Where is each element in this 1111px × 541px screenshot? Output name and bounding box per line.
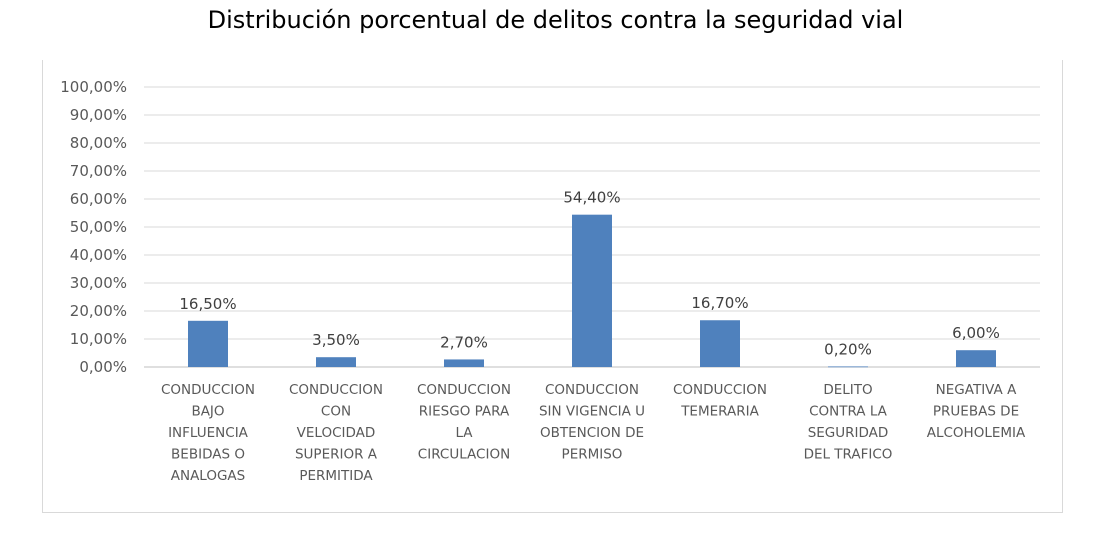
category-label: ALCOHOLEMIA — [927, 425, 1026, 441]
category-label: CONDUCCION — [161, 382, 255, 398]
y-tick-label: 50,00% — [70, 218, 127, 236]
data-label: 16,70% — [691, 294, 748, 312]
y-tick-label: 90,00% — [70, 106, 127, 124]
category-label: BAJO — [191, 404, 224, 420]
category-label: CONDUCCION — [289, 382, 383, 398]
y-tick-label: 40,00% — [70, 246, 127, 264]
bar — [188, 320, 228, 367]
category-label: PRUEBAS DE — [933, 404, 1019, 420]
category-label: PERMISO — [562, 447, 623, 463]
data-label: 16,50% — [179, 295, 236, 313]
y-tick-label: 60,00% — [70, 190, 127, 208]
category-label: CON — [321, 404, 351, 420]
category-label: DEL TRAFICO — [804, 447, 893, 463]
bar — [828, 366, 868, 368]
category-label: CONDUCCION — [417, 382, 511, 398]
y-tick-label: 0,00% — [79, 358, 127, 376]
category-label: CONDUCCION — [673, 382, 767, 398]
bar — [572, 214, 612, 367]
bar — [700, 320, 740, 367]
chart-frame — [42, 60, 1063, 513]
category-label: SEGURIDAD — [808, 425, 889, 441]
data-label: 2,70% — [440, 333, 488, 351]
category-label: RIESGO PARA — [419, 404, 510, 420]
data-label: 0,20% — [824, 340, 872, 358]
category-label: SIN VIGENCIA U — [539, 404, 645, 420]
category-label: ANALOGAS — [171, 468, 246, 484]
category-label: DELITO — [823, 382, 872, 398]
y-tick-label: 20,00% — [70, 302, 127, 320]
category-label: VELOCIDAD — [297, 425, 376, 441]
category-label: CONTRA LA — [809, 404, 888, 420]
y-tick-label: 10,00% — [70, 330, 127, 348]
bar — [444, 359, 484, 367]
category-label: PERMITIDA — [299, 468, 373, 484]
category-label: LA — [455, 425, 473, 441]
category-label: BEBIDAS O — [171, 447, 245, 463]
data-label: 3,50% — [312, 331, 360, 349]
data-label: 6,00% — [952, 324, 1000, 342]
category-label: INFLUENCIA — [168, 425, 249, 441]
data-label: 54,40% — [563, 189, 620, 207]
category-label: NEGATIVA A — [936, 382, 1017, 398]
y-tick-label: 80,00% — [70, 134, 127, 152]
category-label: CIRCULACION — [418, 447, 510, 463]
category-label: SUPERIOR A — [295, 447, 378, 463]
chart-title: Distribución porcentual de delitos contr… — [207, 6, 904, 34]
bar — [956, 350, 996, 367]
category-label: CONDUCCION — [545, 382, 639, 398]
y-tick-label: 100,00% — [60, 78, 127, 96]
y-tick-label: 70,00% — [70, 162, 127, 180]
bar — [316, 357, 356, 367]
category-label: TEMERARIA — [680, 404, 759, 420]
y-tick-label: 30,00% — [70, 274, 127, 292]
category-label: OBTENCION DE — [540, 425, 644, 441]
